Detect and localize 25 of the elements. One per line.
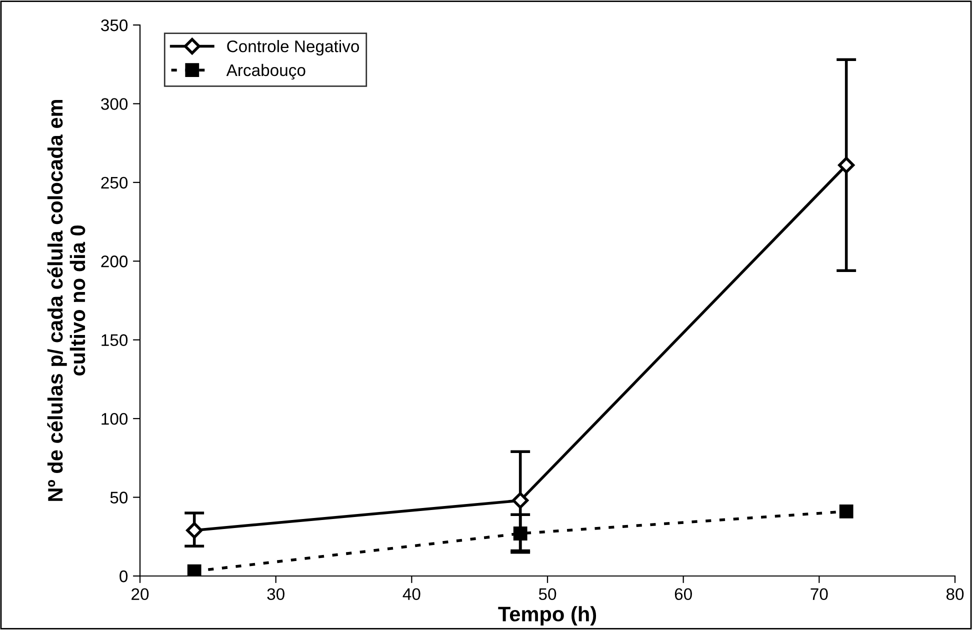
point [513,526,528,540]
x-axis-title: Tempo (h) [498,606,596,626]
y-axis-title: Nº de células p/ cada célula colocada em cultivo no dia 0 [47,100,86,501]
x-tick-label: 30 [267,588,284,600]
legend-label: Arcabouço [226,64,306,80]
x-tick-label: 70 [810,588,828,600]
y-tick-label: 50 [110,492,128,504]
x-tick-label: 60 [674,588,692,600]
point [186,522,203,539]
y-tick-label: 150 [102,334,128,346]
y-tick-label: 350 [101,19,128,32]
y-tick-label: 250 [101,176,128,189]
y-tick-label: 200 [101,256,128,268]
point [839,504,854,518]
point [512,492,529,509]
x-tick-label: 20 [132,588,149,600]
x-tick-label: 50 [538,588,556,600]
legend-label: Controle Negativo [227,40,360,56]
y-tick-label: 100 [102,412,128,425]
x-tick-label: 40 [402,588,420,600]
point [187,564,202,576]
point [838,156,855,174]
y-tick-label: 0 [120,570,128,582]
y-tick-label: 300 [101,98,128,110]
x-tick-label: 80 [946,588,964,600]
